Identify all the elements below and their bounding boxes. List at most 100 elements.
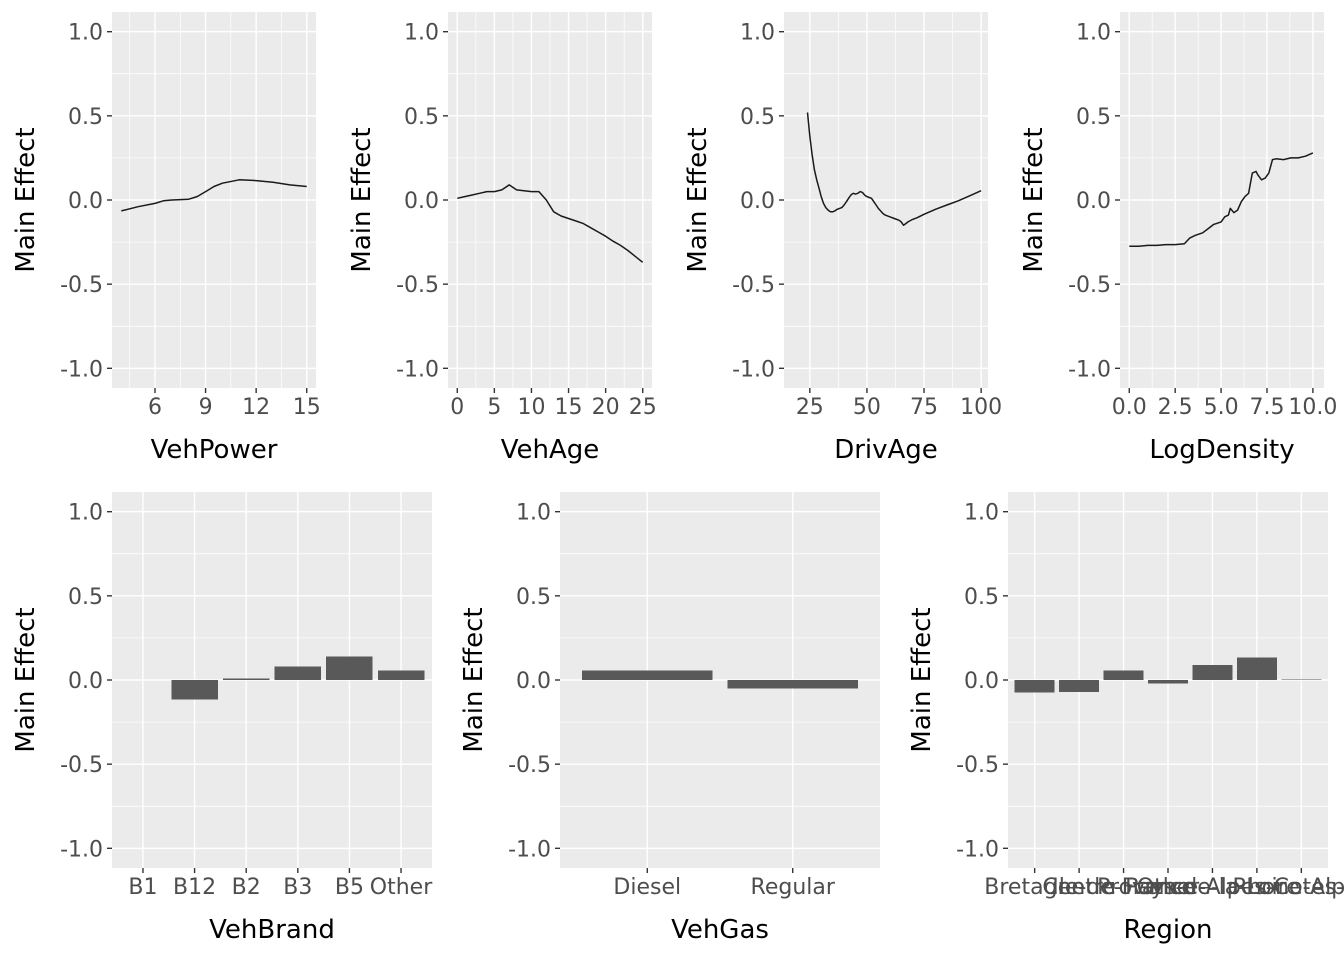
bar [1014, 680, 1055, 693]
x-tick-label: 20 [592, 395, 620, 420]
x-tick-label: B1 [128, 875, 157, 900]
y-tick-label: -1.0 [396, 357, 439, 382]
series-line [457, 184, 644, 263]
bar [1192, 664, 1233, 680]
x-tick-label: B12 [173, 875, 216, 900]
x-tick-label: B5 [335, 875, 364, 900]
y-tick-label: -1.0 [1068, 357, 1111, 382]
y-axis-title: Main Effect [683, 127, 713, 272]
y-tick-label: 0.5 [404, 105, 439, 130]
y-tick-label: 0.5 [68, 105, 103, 130]
bar [326, 656, 373, 680]
y-tick-label: -0.5 [60, 273, 103, 298]
plot-svg: 1.0 0.5 0.0 -0.5 -1.0 25 50 75 100 DrivAge Main Ef… [672, 0, 1008, 480]
y-tick-label: -0.5 [956, 753, 999, 778]
y-tick-label: -0.5 [508, 753, 551, 778]
plot-svg: 1.0 0.5 0.0 -0.5 -1.0 0 5 10 15 20 25 VehAge Main Ef… [336, 0, 672, 480]
plot-svg: 1.0 0.5 0.0 -0.5 -1.0 6 9 12 15 VehPower Main Effe… [0, 0, 336, 480]
x-tick-label: Bretagne [984, 875, 1085, 900]
x-tick-label: 0.0 [1112, 395, 1147, 420]
subplot-region: 1.0 0.5 0.0 -0.5 -1.0 Bretagne Centre Ile-de-Fr… [896, 480, 1344, 960]
y-tick-label: -1.0 [732, 357, 775, 382]
x-tick-label: 10.0 [1288, 395, 1337, 420]
subplot-logdensity: 1.0 0.5 0.0 -0.5 -1.0 0.0 2.5 5.0 7.5 10.0 LogDens… [1008, 0, 1344, 480]
x-axis-title: VehAge [501, 435, 600, 465]
x-axis-title: VehPower [151, 435, 278, 465]
bar [1059, 680, 1100, 692]
y-tick-label: -0.5 [732, 273, 775, 298]
y-tick-label: -0.5 [1068, 273, 1111, 298]
y-tick-label: 0.5 [1076, 105, 1111, 130]
y-tick-label: 0.0 [1076, 189, 1111, 214]
bar [1103, 670, 1144, 680]
y-axis-title: Main Effect [11, 127, 41, 272]
y-tick-label: 1.0 [68, 21, 103, 46]
subplot-vehpower: 1.0 0.5 0.0 -0.5 -1.0 6 9 12 15 VehPower Main Effe… [0, 0, 336, 480]
plot-svg: 1.0 0.5 0.0 -0.5 -1.0 Diesel Regular VehGas Main… [448, 480, 896, 960]
x-tick-label: 25 [796, 395, 824, 420]
y-tick-label: 0.0 [68, 189, 103, 214]
y-tick-label: 0.0 [740, 189, 775, 214]
y-tick-label: 1.0 [740, 21, 775, 46]
x-tick-label: 5 [487, 395, 501, 420]
subplot-vehbrand: 1.0 0.5 0.0 -0.5 -1.0 B1 B12 B2 B3 B5 Other VehBran… [0, 480, 448, 960]
x-axis-title: VehGas [671, 915, 769, 945]
x-tick-label: Diesel [613, 875, 681, 900]
x-tick-label: 12 [242, 395, 270, 420]
y-axis-title: Main Effect [347, 127, 377, 272]
bar [171, 680, 218, 700]
x-tick-label: Centre [1042, 875, 1116, 900]
y-axis-title: Main Effect [1019, 127, 1049, 272]
subplot-vehgas: 1.0 0.5 0.0 -0.5 -1.0 Diesel Regular VehGas Main… [448, 480, 896, 960]
y-tick-label: 1.0 [404, 21, 439, 46]
x-tick-label: B2 [232, 875, 261, 900]
y-tick-label: 1.0 [1076, 21, 1111, 46]
x-tick-label: Provence-Alpes-Cotes-D'Azur [1097, 875, 1344, 900]
plot-svg: 1.0 0.5 0.0 -0.5 -1.0 BretagneCentreIle-de-Fr… [896, 480, 1344, 960]
y-tick-label: 0.0 [404, 189, 439, 214]
x-tick-label: 75 [910, 395, 938, 420]
y-axis-title: Main Effect [11, 607, 41, 752]
x-tick-label: Other [370, 875, 433, 900]
series-line [1129, 152, 1314, 248]
subplot-vehage: 1.0 0.5 0.0 -0.5 -1.0 0 5 10 15 20 25 VehAge Main Ef… [336, 0, 672, 480]
x-tick-label: 5.0 [1204, 395, 1239, 420]
x-axis-title: VehBrand [209, 915, 335, 945]
x-tick-label: 2.5 [1158, 395, 1193, 420]
bar [223, 678, 270, 680]
y-tick-label: 1.0 [516, 501, 551, 526]
y-tick-label: -1.0 [508, 837, 551, 862]
x-tick-label: Rhone-Alpes [1232, 875, 1344, 900]
plot-svg: 1.0 0.5 0.0 -0.5 -1.0 B1 B12 B2 B3 B5 Other VehBran… [0, 480, 448, 960]
x-tick-label: 0 [450, 395, 464, 420]
y-tick-label: -1.0 [60, 837, 103, 862]
x-tick-label: 7.5 [1249, 395, 1284, 420]
x-tick-label: 100 [960, 395, 1002, 420]
y-tick-label: 1.0 [964, 501, 999, 526]
y-tick-label: 0.5 [516, 585, 551, 610]
x-axis-title: DrivAge [834, 435, 938, 465]
bar [727, 680, 859, 689]
y-tick-label: 0.0 [964, 669, 999, 694]
y-tick-label: -1.0 [60, 357, 103, 382]
bar [1148, 680, 1188, 684]
x-tick-label: Ile-de-France [1052, 875, 1195, 900]
bar [377, 670, 425, 680]
x-axis-title: LogDensity [1149, 435, 1294, 465]
plot-svg: 1.00.50.0-0.5-1.00.0 2.5 5.0 7.5 10.0LogDens… [1008, 0, 1344, 480]
x-tick-label: 9 [199, 395, 213, 420]
y-tick-label: 0.5 [68, 585, 103, 610]
y-tick-label: -0.5 [396, 273, 439, 298]
x-tick-label: 15 [293, 395, 321, 420]
y-tick-label: 0.0 [68, 669, 103, 694]
x-tick-label: B3 [283, 875, 312, 900]
subplot-drivage: 1.0 0.5 0.0 -0.5 -1.0 25 50 75 100 DrivAge Main Ef… [672, 0, 1008, 480]
y-tick-label: 0.5 [964, 585, 999, 610]
x-tick-label: Pays-de-la-Loire [1125, 875, 1300, 900]
y-tick-label: -0.5 [60, 753, 103, 778]
bar [274, 666, 322, 680]
y-axis-title: Main Effect [459, 607, 489, 752]
x-tick-label: Other [1137, 875, 1200, 900]
y-tick-label: 0.5 [740, 105, 775, 130]
